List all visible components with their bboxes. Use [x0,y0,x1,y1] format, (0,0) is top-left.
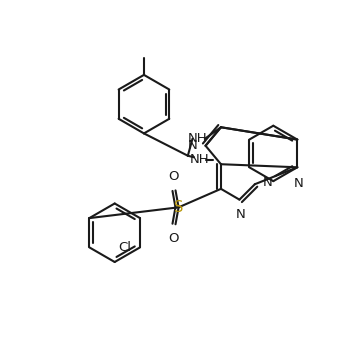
Text: N: N [294,177,304,190]
Text: O: O [169,232,179,245]
Text: N: N [236,208,246,221]
Text: O: O [169,170,179,183]
Text: N: N [262,176,272,189]
Text: Cl: Cl [118,241,131,254]
Text: N: N [188,139,198,152]
Text: NH: NH [190,153,209,166]
Text: S: S [174,200,183,215]
Text: NH: NH [188,132,208,145]
